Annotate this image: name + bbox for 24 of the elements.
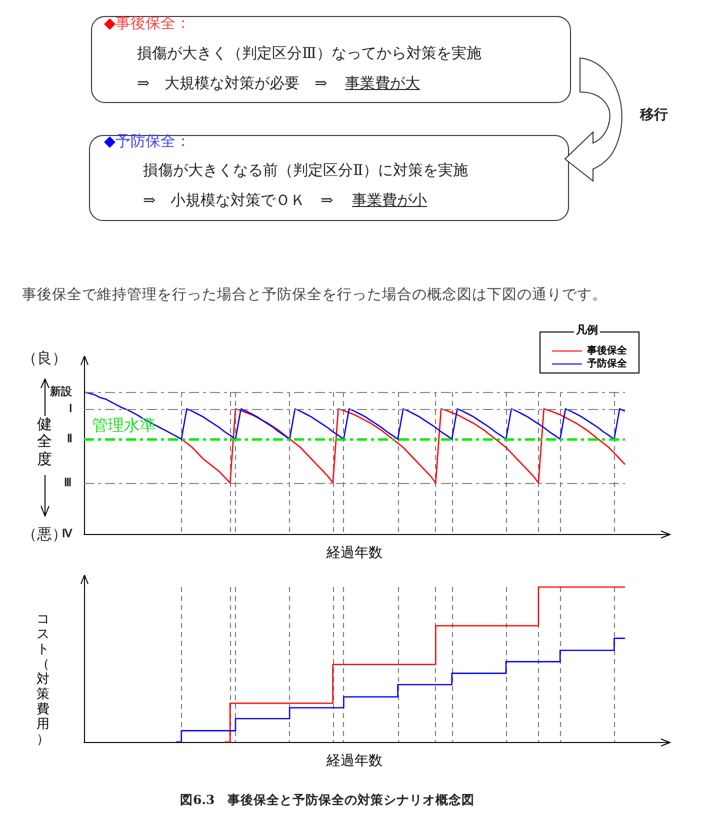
text: コスト（対策費用）	[36, 612, 50, 746]
ref-line-label: Ⅰ	[69, 403, 72, 416]
legend-label: 事後保全	[586, 344, 628, 356]
annotation: 管理水準	[92, 415, 156, 434]
text: 事後保全で維持管理を行った場合と予防保全を行った場合の概念図は下図の通りです。	[22, 286, 607, 304]
x-axis-title: 経過年数	[326, 545, 382, 561]
text: ◆予防保全：	[104, 132, 191, 151]
text: ⇒ 小規模な対策でＯＫ ⇒	[143, 191, 334, 210]
legend-title: 凡例	[575, 324, 598, 336]
text: ⇒ 大規模な対策が必要 ⇒	[137, 74, 328, 93]
text: （良）	[22, 349, 67, 368]
ref-line-label: 新設	[49, 385, 73, 398]
text: 損傷が大きくなる前（判定区分Ⅱ）に対策を実施	[143, 161, 468, 180]
y-axis-title: 健全度	[36, 415, 52, 468]
x-axis-title: 経過年数	[326, 753, 382, 769]
ref-line-label: Ⅱ	[67, 432, 72, 445]
text: 損傷が大きく（判定区分Ⅲ）なってから対策を実施	[137, 44, 482, 63]
text: 事業費が小	[352, 191, 427, 210]
text: 事業費が大	[345, 74, 420, 93]
text: ◆事後保全：	[104, 14, 191, 33]
text: 移行	[640, 106, 668, 124]
caption: 図6.3 事後保全と予防保全の対策シナリオ概念図	[180, 792, 475, 809]
ref-line-label: Ⅲ	[64, 476, 72, 489]
legend-label: 予防保全	[586, 358, 628, 370]
